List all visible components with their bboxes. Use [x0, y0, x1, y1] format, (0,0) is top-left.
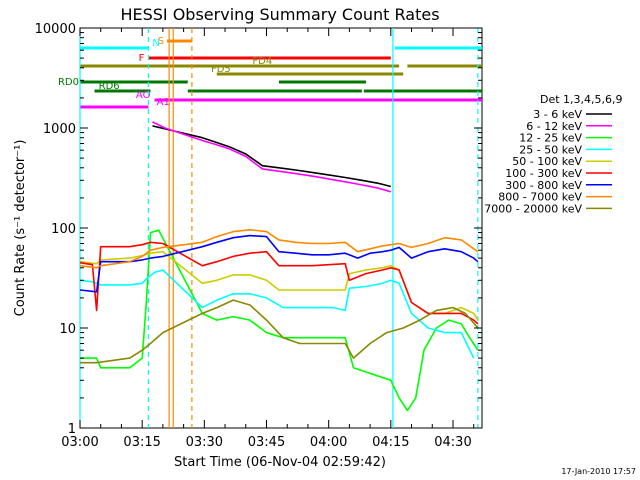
legend-entry-label: 100 - 300 keV — [505, 167, 582, 180]
legend-entry-label: 800 - 7000 keV — [498, 191, 582, 204]
chart-title: HESSI Observing Summary Count Rates — [120, 5, 439, 24]
x-tick-label: 03:15 — [123, 435, 160, 450]
axes: 03:00 03:15 03:30 03:45 04:00 04:15 04:30 1 10 10… — [35, 22, 482, 450]
legend-entry-label: 6 - 12 keV — [526, 120, 582, 133]
legend-entry-label: 7000 - 20000 keV — [484, 202, 582, 215]
legend-entry-label: 3 - 6 keV — [533, 108, 582, 121]
legend-entry-label: 50 - 100 keV — [512, 155, 582, 168]
series-line-4 — [79, 250, 479, 321]
series-lines — [79, 121, 479, 412]
y-tick-label: 10000 — [35, 22, 76, 37]
y-tick-label: 1000 — [43, 122, 76, 137]
flag-label-f: F — [139, 53, 145, 64]
series-line-2 — [80, 229, 479, 412]
y-axis-label: Count Rate (s⁻¹ detector⁻¹) — [13, 140, 28, 317]
series-line-6 — [79, 234, 479, 293]
x-tick-label: 03:45 — [248, 435, 285, 450]
flag-label-rd6: RD6 — [99, 81, 120, 92]
flag-label-fd5: FD5 — [211, 64, 231, 75]
series-line-7 — [79, 229, 479, 269]
series-line-3 — [79, 269, 475, 359]
flag-label-fd4: FD4 — [252, 56, 272, 67]
x-tick-label: 04:30 — [434, 435, 471, 450]
legend-entry-label: 25 - 50 keV — [519, 143, 582, 156]
x-axis-label: Start Time (06-Nov-04 02:59:42) — [174, 455, 386, 470]
flag-label-ao: AO — [136, 90, 151, 101]
legend-title: Det 1,3,4,5,6,9 — [540, 93, 623, 106]
flag-label-a1: A1 — [157, 97, 170, 108]
x-tick-label: 04:15 — [372, 435, 409, 450]
legend-entry-label: 300 - 800 keV — [505, 179, 582, 192]
vertical-markers — [79, 28, 479, 428]
legend-entry-label: 12 - 25 keV — [519, 132, 582, 145]
flag-label-s: S — [158, 36, 164, 47]
x-tick-label: 03:30 — [186, 435, 223, 450]
footer-timestamp: 17-Jan-2010 17:57 — [561, 467, 636, 476]
y-tick-label: 100 — [51, 222, 76, 237]
series-line-1 — [152, 121, 392, 193]
series-line-0 — [152, 125, 391, 188]
flag-label-n: N — [152, 38, 159, 49]
flag-label-rd0: RD0 — [58, 77, 79, 88]
x-tick-label: 03:00 — [61, 435, 98, 450]
flag-bars: SNF FD4 FD5 RD0 RD6 AO A1 — [58, 36, 482, 109]
x-tick-label: 04:00 — [310, 435, 347, 450]
series-line-5 — [79, 241, 479, 325]
y-tick-label: 10 — [59, 322, 76, 337]
series-line-8 — [80, 299, 479, 364]
y-tick-label: 1 — [68, 422, 76, 437]
